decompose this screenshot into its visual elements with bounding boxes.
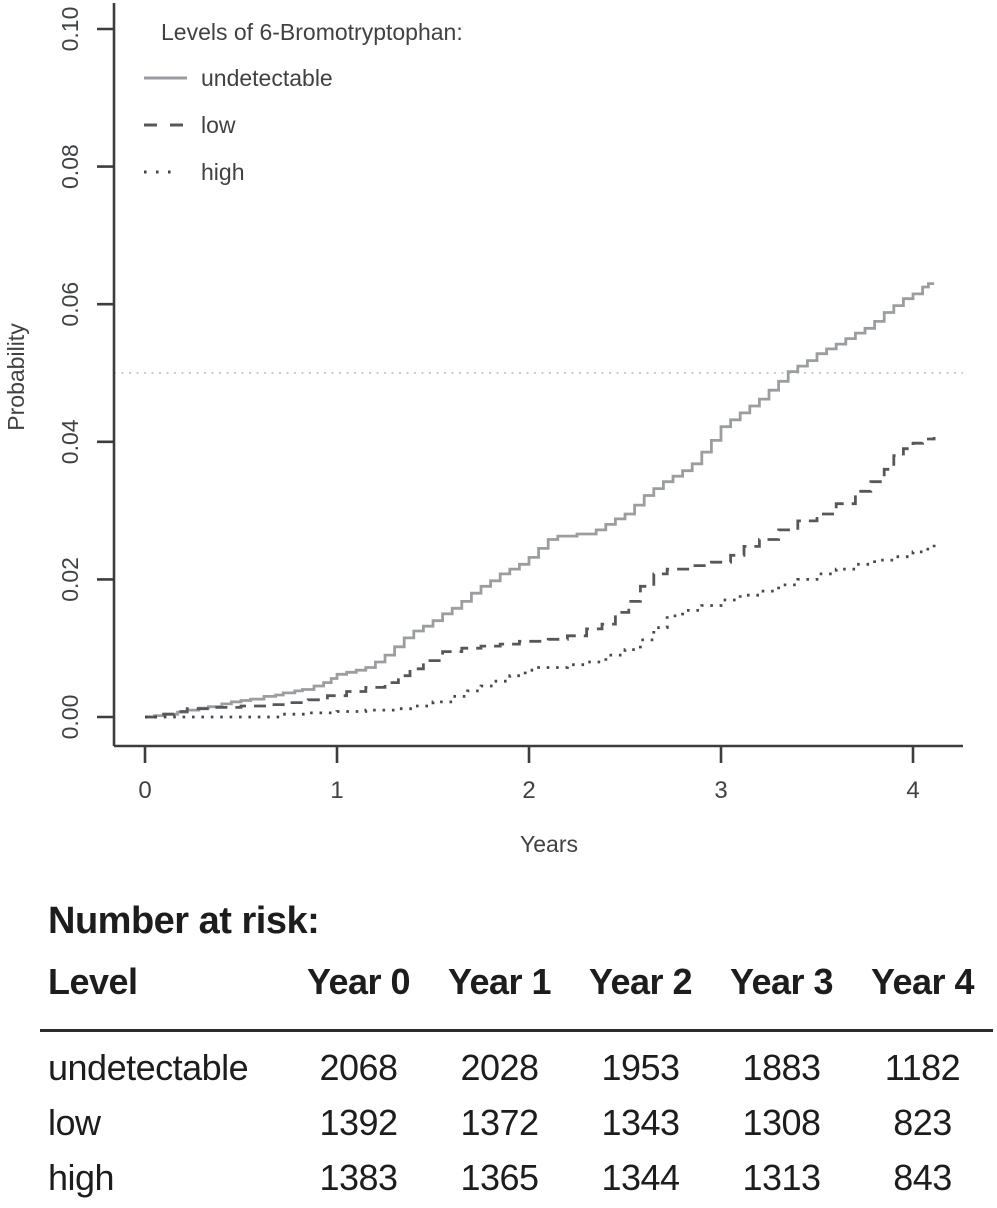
risk-cell-value: 1182 — [884, 1047, 961, 1088]
risk-cell-value: 823 — [893, 1102, 952, 1143]
risk-cell-value: 843 — [893, 1157, 952, 1198]
series-high-curve — [145, 543, 936, 719]
risk-cell-value: 1372 — [460, 1102, 539, 1143]
risk-row-high: high 1383 1365 1344 1313 843 — [40, 1142, 993, 1197]
risk-table-header-row: Level Year 0 Year 1 Year 2 Year 3 Year 4 — [40, 959, 993, 1032]
risk-row-low: low 1392 1372 1343 1308 823 — [40, 1087, 993, 1142]
risk-header-year1: Year 1 — [429, 959, 570, 1032]
risk-row-undetectable: undetectable 2068 2028 1953 1883 1182 — [40, 1031, 993, 1088]
y-tick-label: 0.10 — [57, 7, 83, 52]
y-tick-label: 0.02 — [57, 557, 83, 602]
risk-table-title: Number at risk: — [48, 900, 320, 942]
risk-table: Level Year 0 Year 1 Year 2 Year 3 Year 4… — [40, 959, 993, 1197]
y-tick-label: 0.08 — [57, 144, 83, 189]
risk-cell-level: low — [48, 1102, 101, 1143]
risk-cell-value: 1343 — [601, 1102, 680, 1143]
risk-cell-value: 1344 — [601, 1157, 680, 1198]
x-axis-label: Years — [520, 831, 578, 857]
risk-cell-value: 2068 — [319, 1047, 398, 1088]
risk-cell-value: 1883 — [742, 1047, 821, 1088]
risk-header-year4: Year 4 — [852, 959, 993, 1032]
risk-cell-value: 1365 — [460, 1157, 539, 1198]
risk-header-year0: Year 0 — [288, 959, 429, 1032]
risk-header-level: Level — [40, 959, 288, 1032]
legend-item-high: high — [201, 159, 244, 185]
y-tick-label: 0.06 — [57, 282, 83, 327]
x-tick-label: 3 — [714, 777, 727, 804]
risk-cell-value: 1953 — [601, 1047, 680, 1088]
risk-cell-level: high — [48, 1157, 115, 1198]
x-tick-label: 2 — [522, 777, 535, 804]
risk-cell-value: 1392 — [319, 1102, 398, 1143]
y-tick-label: 0.00 — [57, 695, 83, 740]
x-tick-label: 1 — [330, 777, 343, 804]
x-tick-label: 4 — [906, 777, 919, 804]
y-axis-label: Probability — [3, 323, 29, 431]
x-tick-label: 0 — [138, 777, 151, 804]
legend-title: Levels of 6-Bromotryptophan: — [161, 19, 463, 45]
risk-cell-level: undetectable — [48, 1047, 249, 1088]
legend-item-low: low — [201, 112, 236, 138]
risk-header-year2: Year 2 — [570, 959, 711, 1032]
risk-cell-value: 1308 — [742, 1102, 821, 1143]
legend-item-undetectable: undetectable — [201, 65, 333, 91]
cumulative-incidence-chart: 0.00 0.02 0.04 0.06 0.08 0.10 0 1 2 3 4 Probability… — [3, 3, 963, 857]
risk-header-year3: Year 3 — [711, 959, 852, 1032]
y-tick-label: 0.04 — [57, 419, 83, 464]
risk-cell-value: 1313 — [742, 1157, 821, 1198]
risk-cell-value: 2028 — [460, 1047, 539, 1088]
series-undetectable-curve — [145, 282, 935, 719]
risk-cell-value: 1383 — [319, 1157, 398, 1198]
number-at-risk-section: Number at risk: Level Year 0 Year 1 Year… — [40, 899, 993, 1197]
series-low-curve — [145, 437, 936, 719]
